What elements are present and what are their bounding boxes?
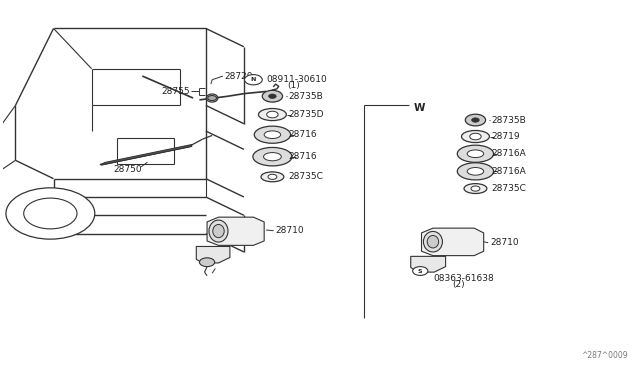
Text: 28710: 28710 <box>276 226 304 235</box>
Text: 08363-61638: 08363-61638 <box>433 274 493 283</box>
Ellipse shape <box>458 145 493 162</box>
Text: 28735D: 28735D <box>288 110 324 119</box>
Ellipse shape <box>253 147 292 166</box>
Text: 28755: 28755 <box>161 87 190 96</box>
Text: 28735B: 28735B <box>288 92 323 101</box>
Text: 28716A: 28716A <box>492 149 526 158</box>
Circle shape <box>262 90 283 102</box>
Circle shape <box>267 111 278 118</box>
Text: 28720: 28720 <box>225 71 253 81</box>
Ellipse shape <box>467 167 484 175</box>
Text: S: S <box>418 269 422 273</box>
Polygon shape <box>196 247 230 263</box>
Ellipse shape <box>212 224 224 238</box>
Polygon shape <box>422 228 484 256</box>
Text: 28735B: 28735B <box>492 116 526 125</box>
Ellipse shape <box>458 163 493 180</box>
Text: 28716A: 28716A <box>492 167 526 176</box>
Text: 28710: 28710 <box>490 238 518 247</box>
Ellipse shape <box>424 231 442 252</box>
Text: (1): (1) <box>287 81 300 90</box>
Text: 28735C: 28735C <box>492 184 526 193</box>
Circle shape <box>471 186 480 191</box>
Ellipse shape <box>464 184 487 193</box>
Text: 28716: 28716 <box>288 152 317 161</box>
Ellipse shape <box>428 235 438 248</box>
Ellipse shape <box>261 172 284 182</box>
Polygon shape <box>411 256 445 272</box>
Ellipse shape <box>209 220 228 242</box>
Circle shape <box>269 94 276 99</box>
Ellipse shape <box>207 94 218 102</box>
Text: 08911-30610: 08911-30610 <box>266 75 327 84</box>
Ellipse shape <box>467 150 484 158</box>
Circle shape <box>208 96 216 100</box>
Ellipse shape <box>254 126 291 143</box>
Polygon shape <box>207 217 264 246</box>
Ellipse shape <box>264 153 282 161</box>
Text: (2): (2) <box>452 280 465 289</box>
Text: ^287^0009: ^287^0009 <box>581 351 628 360</box>
Circle shape <box>465 114 486 126</box>
Circle shape <box>268 174 277 179</box>
Circle shape <box>200 258 214 267</box>
Circle shape <box>24 198 77 229</box>
Circle shape <box>244 75 262 85</box>
Polygon shape <box>101 144 193 165</box>
Circle shape <box>470 133 481 140</box>
Ellipse shape <box>264 131 281 138</box>
Text: 28750: 28750 <box>114 165 143 174</box>
Ellipse shape <box>461 131 490 142</box>
Text: 28716: 28716 <box>288 130 317 139</box>
Text: 28719: 28719 <box>492 132 520 141</box>
Text: W: W <box>414 103 426 113</box>
Text: 28735C: 28735C <box>288 172 323 181</box>
Circle shape <box>6 188 95 239</box>
Ellipse shape <box>259 109 286 121</box>
Circle shape <box>472 118 479 122</box>
Text: N: N <box>251 77 256 82</box>
Circle shape <box>413 267 428 275</box>
